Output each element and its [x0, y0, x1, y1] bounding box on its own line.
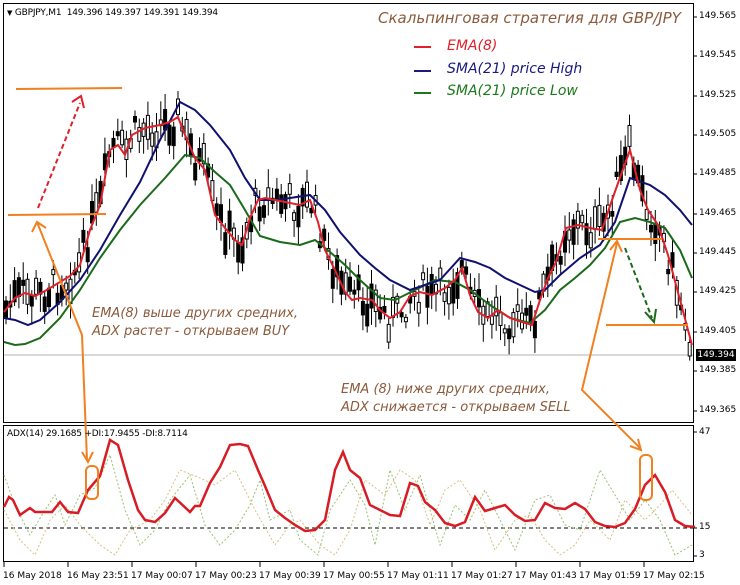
- sell-direction-arrow: [624, 247, 653, 319]
- sma-high-line: [3, 100, 693, 327]
- chart-header: ▼ GBPJPY,M1 149.396 149.397 149.391 149.…: [7, 8, 218, 18]
- chart-title: Скальпинговая стратегия для GBP/JPY: [378, 9, 681, 27]
- legend-ema: EMA(8): [447, 38, 498, 54]
- price-tick: 149.425: [699, 286, 737, 296]
- current-price-tag: 149.394: [696, 349, 736, 361]
- buy-annotation-line1: EMA(8) выше других средних,: [92, 306, 299, 321]
- arrow-head-icon: [629, 438, 643, 452]
- buy-entry-level: [7, 213, 107, 216]
- time-axis-ticks: [3, 562, 645, 567]
- price-tick: 149.525: [699, 90, 737, 100]
- arrow-head-icon: [71, 94, 85, 109]
- arrow-head-icon: [644, 308, 657, 325]
- sell-annotation-line2: ADX снижается - открываем SELL: [341, 400, 571, 415]
- sma-low-line: [3, 153, 693, 347]
- price-tick: 149.505: [699, 129, 737, 139]
- buy-annotation: EMA(8) выше других средних, ADX растет -…: [92, 305, 298, 341]
- sell-pointer-line: [580, 242, 641, 449]
- time-tick: 17 May 00:55: [323, 571, 385, 581]
- price-tick: 149.445: [699, 247, 737, 257]
- time-tick: 17 May 02:15: [643, 571, 705, 581]
- time-tick: 17 May 01:43: [515, 571, 577, 581]
- price-tick: 149.565: [699, 11, 737, 21]
- adx-falling-highlight: [639, 454, 653, 501]
- plus-di-line: [3, 453, 693, 556]
- symbol-timeframe: GBPJPY,M1: [14, 8, 62, 18]
- time-tick: 17 May 01:27: [451, 571, 513, 581]
- sell-annotation: EMA (8) ниже других средних, ADX снижает…: [341, 381, 571, 417]
- time-tick: 17 May 00:07: [131, 571, 193, 581]
- collapse-arrow-icon[interactable]: ▼: [7, 9, 13, 17]
- buy-target-level: [15, 87, 123, 90]
- price-axis-ticks: [694, 16, 697, 557]
- ohlc-values: 149.396 149.397 149.391 149.394: [66, 8, 218, 18]
- time-tick: 17 May 01:59: [579, 571, 641, 581]
- price-tick: 149.485: [699, 168, 737, 178]
- adx-tick: 3: [699, 550, 705, 560]
- buy-annotation-line2: ADX растет - открываем BUY: [92, 324, 290, 339]
- adx-line: [2, 438, 696, 533]
- legend-swatch-sma-high: [414, 70, 431, 72]
- legend-swatch-ema: [414, 46, 431, 48]
- buy-direction-arrow: [37, 102, 81, 209]
- arrow-head-icon: [609, 239, 623, 253]
- time-tick: 17 May 00:23: [195, 571, 257, 581]
- adx-rising-highlight: [85, 465, 99, 500]
- price-tick: 149.545: [699, 50, 737, 60]
- price-tick: 149.465: [699, 208, 737, 218]
- legend-sma-low: SMA(21) price Low: [447, 83, 578, 99]
- legend-sma-high: SMA(21) price High: [447, 61, 583, 77]
- buy-pointer-line: [36, 221, 88, 461]
- adx-tick: 47: [699, 427, 711, 437]
- time-tick: 16 May 2018: [3, 571, 62, 581]
- arrow-head-icon: [31, 220, 47, 233]
- minus-di-line: [3, 469, 693, 556]
- legend-swatch-sma-low: [414, 92, 431, 94]
- price-tick: 149.405: [699, 326, 737, 336]
- price-tick: 149.385: [699, 365, 737, 375]
- arrow-head-icon: [81, 451, 94, 465]
- sell-annotation-line1: EMA (8) ниже других средних,: [341, 382, 550, 397]
- time-tick: 17 May 01:11: [387, 571, 449, 581]
- time-tick: 17 May 00:39: [259, 571, 321, 581]
- time-tick: 16 May 23:51: [67, 571, 129, 581]
- ema8-line: [3, 115, 693, 346]
- adx-header: ADX(14) 29.1685 +DI:17.9455 -DI:8.7114: [7, 429, 188, 439]
- adx-tick: 15: [699, 522, 711, 532]
- price-tick: 149.365: [699, 405, 737, 415]
